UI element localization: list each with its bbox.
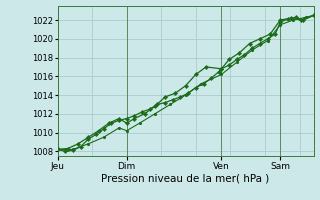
X-axis label: Pression niveau de la mer( hPa ): Pression niveau de la mer( hPa ) (101, 173, 270, 183)
